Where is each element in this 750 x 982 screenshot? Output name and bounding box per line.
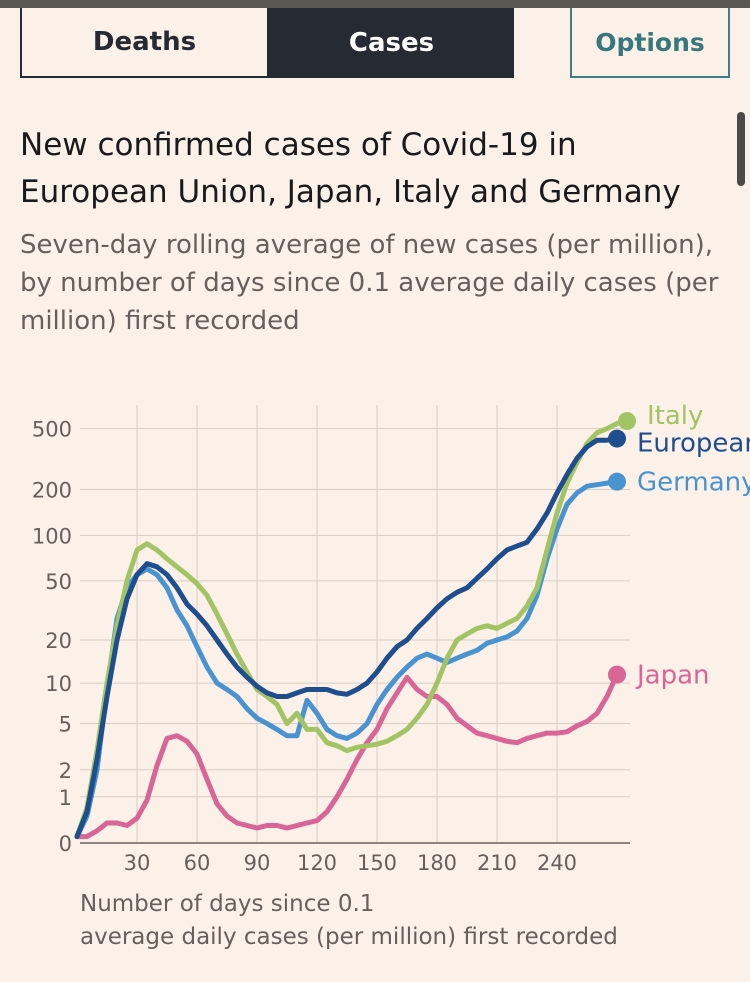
y-tick-label-2: 2 <box>59 759 72 783</box>
series-label-germany: Germany <box>637 468 750 498</box>
y-tick-label-50: 50 <box>45 570 72 594</box>
series-line-european-union <box>74 436 620 840</box>
tab-deaths[interactable]: Deaths <box>20 8 269 78</box>
line-chart: 0 1 2 5 10 20 50 100 200 500 30 60 90 120 150 180 210 24… <box>32 401 750 875</box>
tab-cases[interactable]: Cases <box>269 8 514 78</box>
y-tick-label-5: 5 <box>59 713 72 737</box>
x-axis-label-line-2: average daily cases (per million) first … <box>80 924 618 950</box>
series-end-dot-european-union <box>608 429 626 448</box>
x-tick-label-90: 90 <box>244 851 271 875</box>
chart-series <box>74 418 630 840</box>
x-axis-label-line-1: Number of days since 0.1 <box>80 891 375 917</box>
x-axis-label: Number of days since 0.1 average daily c… <box>80 888 720 954</box>
series-line-germany <box>74 479 620 840</box>
y-tick-label-10: 10 <box>45 672 72 696</box>
chart-grid <box>80 405 630 844</box>
top-bar <box>0 0 750 8</box>
y-tick-label-1: 1 <box>59 786 72 810</box>
x-tick-label-30: 30 <box>124 851 151 875</box>
chart-title: New confirmed cases of Covid-19 in Europ… <box>20 127 681 210</box>
y-axis-ticks: 0 1 2 5 10 20 50 100 200 500 <box>32 418 72 856</box>
series-label-italy: Italy <box>647 401 703 431</box>
x-tick-label-180: 180 <box>417 851 457 875</box>
options-button[interactable]: Options <box>570 8 730 78</box>
scrollbar-thumb[interactable] <box>737 112 745 186</box>
series-line-japan <box>74 672 620 840</box>
series-end-dot-germany <box>608 472 626 491</box>
x-tick-label-150: 150 <box>357 851 397 875</box>
series-label-japan: Japan <box>635 661 710 691</box>
y-tick-label-500: 500 <box>32 418 72 442</box>
x-tick-label-120: 120 <box>297 851 337 875</box>
x-tick-label-60: 60 <box>184 851 211 875</box>
chart-subtitle: Seven-day rolling average of new cases (… <box>20 230 719 336</box>
x-tick-label-210: 210 <box>477 851 517 875</box>
x-axis-ticks: 30 60 90 120 150 180 210 240 <box>124 851 577 875</box>
series-line-italy <box>74 418 630 840</box>
x-tick-label-240: 240 <box>537 851 577 875</box>
y-tick-label-0: 0 <box>59 832 72 856</box>
y-tick-label-100: 100 <box>32 524 72 548</box>
metric-tabs: Deaths Cases <box>20 8 514 78</box>
y-tick-label-20: 20 <box>45 629 72 653</box>
series-label-european-union: European Union <box>637 429 750 459</box>
y-tick-label-200: 200 <box>32 478 72 502</box>
series-end-dot-japan <box>608 665 626 684</box>
series-end-dot-italy <box>618 412 636 431</box>
